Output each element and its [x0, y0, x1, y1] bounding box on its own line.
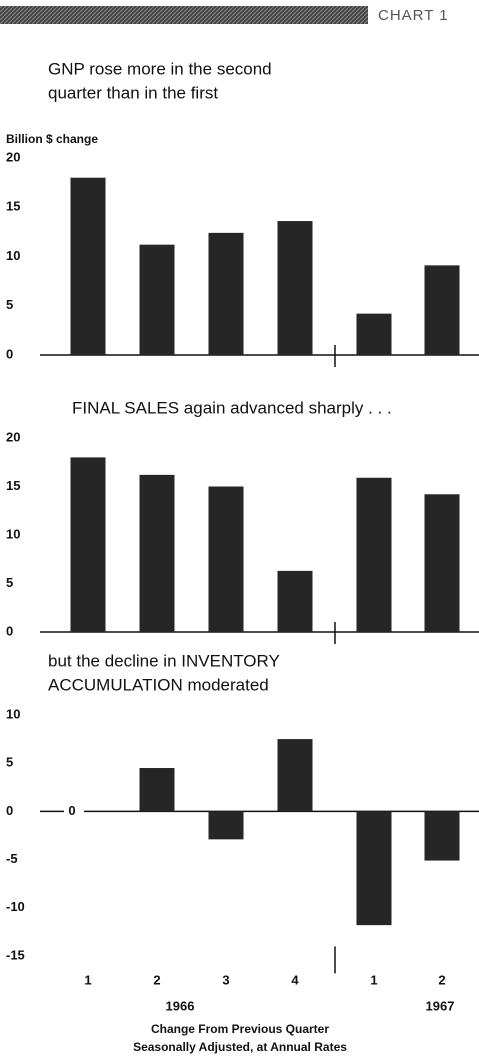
bar [139, 244, 175, 355]
y-tick-label: 15 [6, 199, 20, 214]
y-tick-label: 10 [6, 248, 20, 263]
bar [356, 477, 392, 632]
x-tick-label: 4 [291, 972, 299, 987]
y-tick-label: -5 [6, 851, 18, 866]
bar [139, 474, 175, 632]
x-tick-label: 2 [438, 972, 445, 987]
y-axis-label: Billion $ change [6, 132, 98, 146]
bar [208, 811, 244, 840]
y-tick-label: 10 [6, 526, 20, 541]
bar [424, 265, 460, 355]
x-tick-label: 3 [222, 972, 229, 987]
value-label: 0 [68, 803, 75, 818]
bar [70, 457, 106, 632]
bar [277, 221, 313, 355]
y-tick-label: 20 [6, 429, 20, 444]
bar [139, 768, 175, 812]
x-tick-label: 1 [370, 972, 377, 987]
bar [277, 739, 313, 812]
year-label: 1967 [426, 998, 455, 1013]
bar [277, 570, 313, 632]
y-tick-label: 0 [6, 803, 13, 818]
y-tick-label: 0 [6, 623, 13, 638]
footnote: Seasonally Adjusted, at Annual Rates [133, 1040, 347, 1054]
x-tick-label: 1 [84, 972, 91, 987]
y-tick-label: -10 [6, 899, 25, 914]
chart-title: GNP rose more in the second [48, 59, 272, 78]
y-tick-label: -15 [6, 947, 25, 962]
bar [208, 232, 244, 355]
bar [356, 811, 392, 926]
bar [424, 811, 460, 861]
y-tick-label: 0 [6, 346, 13, 361]
bar [70, 177, 106, 355]
bar [208, 486, 244, 632]
y-tick-label: 5 [6, 575, 13, 590]
y-tick-label: 10 [6, 706, 20, 721]
year-label: 1966 [166, 998, 195, 1013]
header: CHART 1 [378, 7, 449, 24]
y-tick-label: 20 [6, 149, 20, 164]
footnote: Change From Previous Quarter [151, 1022, 329, 1036]
y-tick-label: 5 [6, 755, 13, 770]
bar [424, 494, 460, 632]
y-tick-label: 5 [6, 297, 13, 312]
y-tick-label: 15 [6, 478, 20, 493]
bar [356, 313, 392, 355]
chart-title: FINAL SALES again advanced sharply . . . [72, 398, 392, 417]
chart-title: ACCUMULATION moderated [48, 675, 269, 694]
chart-title: quarter than in the first [48, 83, 218, 102]
x-tick-label: 2 [153, 972, 160, 987]
header-band [0, 6, 368, 24]
chart-title: but the decline in INVENTORY [48, 651, 280, 670]
